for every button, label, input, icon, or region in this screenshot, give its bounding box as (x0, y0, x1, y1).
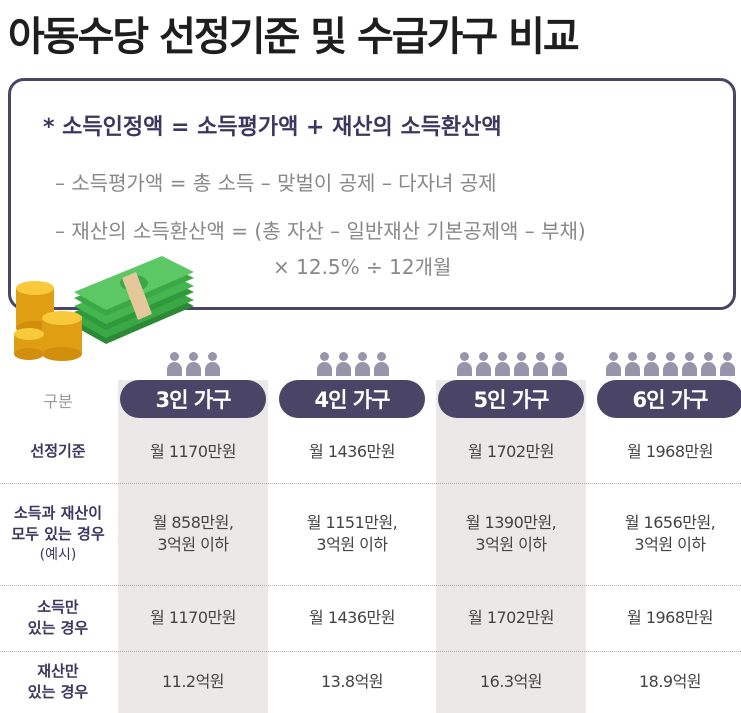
person-icon (719, 352, 735, 378)
table-cell: 월 1170만원 (118, 420, 268, 483)
table-cell: 월 1436만원 (277, 585, 427, 651)
household-pill: 5인 가구 (438, 380, 584, 418)
row-label-line: 소득과 재산이 (13, 503, 103, 522)
row-label-line: 있는 경우 (27, 619, 89, 637)
formula-line-rate: × 12.5% ÷ 12개월 (273, 255, 452, 279)
formula-line-asset: – 재산의 소득환산액 = (총 자산 – 일반재산 기본공제액 – 부채) (55, 219, 586, 243)
table-cell: 18.9억원 (595, 651, 741, 713)
row-label-line: 있는 경우 (27, 683, 89, 701)
person-icon (662, 352, 678, 378)
cell-line: 16.3억원 (479, 672, 543, 691)
cell-line: 월 858만원, (152, 513, 234, 532)
page-title: 아동수당 선정기준 및 수급가구 비교 (8, 14, 580, 60)
table-cell: 13.8억원 (277, 651, 427, 713)
table-cell: 11.2억원 (118, 651, 268, 713)
cell-line: 월 1170만원 (150, 441, 236, 461)
row-label-line: 모두 있는 경우 (11, 524, 105, 543)
row-label-line: 재산만 (37, 662, 79, 680)
table-cell: 월 1151만원, 3억원 이하 (277, 483, 427, 585)
cell-line: 월 1656만원, (624, 513, 716, 532)
cell-line: 월 1436만원 (309, 441, 395, 461)
header-label: 구분 (43, 392, 73, 411)
household-pill: 3인 가구 (120, 380, 266, 418)
person-icon (204, 352, 220, 378)
cell-line: 11.2억원 (161, 672, 225, 691)
money-stack-coins-icon (14, 256, 194, 361)
person-icon (373, 352, 389, 378)
person-icon (700, 352, 716, 378)
row-label-line: 선정기준 (30, 442, 86, 460)
person-icon (185, 352, 201, 378)
table-cell: 16.3억원 (436, 651, 586, 713)
cell-line: 월 1390만원, (465, 513, 557, 532)
cell-line: 월 1702만원 (468, 608, 554, 627)
cell-line: 월 1968만원 (627, 608, 713, 627)
row-label: 선정기준 (0, 420, 116, 483)
formula-main: * 소득인정액 = 소득평가액 + 재산의 소득환산액 (43, 115, 502, 140)
row-divider (0, 651, 741, 652)
cell-line: 3억원 이하 (316, 535, 388, 554)
row-label-line: 소득만 (37, 598, 79, 616)
cell-line: 13.8억원 (320, 672, 384, 691)
column-shade (436, 380, 586, 713)
table-cell: 월 1436만원 (277, 420, 427, 483)
person-icon (643, 352, 659, 378)
household-pill: 4인 가구 (279, 380, 425, 418)
person-icon (316, 352, 332, 378)
row-label-sub: (예시) (39, 546, 77, 563)
row-divider (0, 483, 741, 484)
cell-line: 3억원 이하 (157, 535, 229, 554)
person-icon (681, 352, 697, 378)
formula-line-income: – 소득평가액 = 총 소득 – 맞벌이 공제 – 다자녀 공제 (55, 171, 497, 195)
cell-line: 3억원 이하 (634, 535, 706, 554)
person-icon (532, 352, 548, 378)
person-icon (551, 352, 567, 378)
person-icon (335, 352, 351, 378)
table-cell: 월 1968만원 (595, 585, 741, 651)
table-cell: 월 1702만원 (436, 420, 586, 483)
person-icon (513, 352, 529, 378)
row-divider (0, 585, 741, 586)
person-icon (475, 352, 491, 378)
cell-line: 월 1151만원, (306, 513, 398, 532)
cell-line: 18.9억원 (638, 672, 702, 691)
household-pill: 6인 가구 (597, 380, 741, 418)
table-cell: 월 1656만원, 3억원 이하 (595, 483, 741, 585)
table-cell: 월 1170만원 (118, 585, 268, 651)
person-icon (494, 352, 510, 378)
person-icon (624, 352, 640, 378)
column-shade (118, 380, 268, 713)
cell-line: 3억원 이하 (475, 535, 547, 554)
table-cell: 월 858만원, 3억원 이하 (118, 483, 268, 585)
cell-line: 월 1436만원 (309, 608, 395, 627)
person-icon (605, 352, 621, 378)
table-cell: 월 1702만원 (436, 585, 586, 651)
cell-line: 월 1702만원 (468, 441, 554, 461)
cell-line: 월 1170만원 (150, 608, 236, 627)
person-icon (456, 352, 472, 378)
table-cell: 월 1390만원, 3억원 이하 (436, 483, 586, 585)
table-cell: 월 1968만원 (595, 420, 741, 483)
person-icon (166, 352, 182, 378)
cell-line: 월 1968만원 (627, 441, 713, 461)
person-icon (354, 352, 370, 378)
